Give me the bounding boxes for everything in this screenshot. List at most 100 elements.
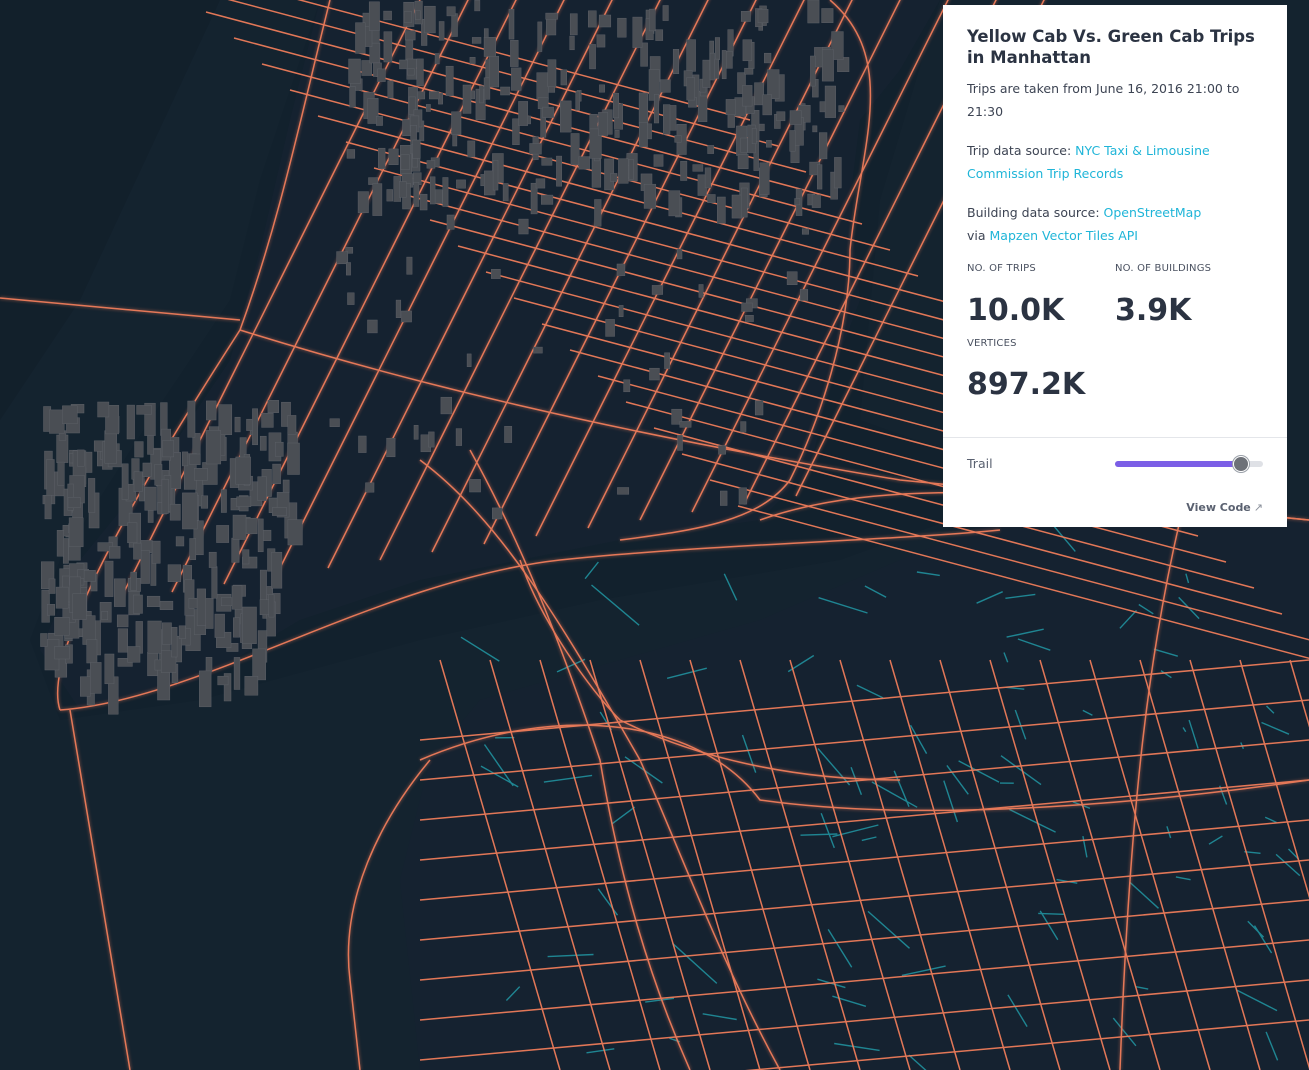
- street-trip-line: [289, 89, 891, 251]
- building-extrusion: [767, 69, 780, 100]
- building-extrusion: [737, 72, 746, 94]
- building-extrusion: [55, 586, 69, 609]
- building-extrusion: [287, 415, 297, 435]
- building-extrusion: [257, 518, 264, 553]
- green-cab-segment: [1261, 721, 1290, 735]
- building-extrusion: [377, 68, 386, 82]
- building-extrusion: [643, 183, 657, 209]
- building-extrusion: [740, 187, 748, 218]
- avenue-trip-line: [379, 0, 661, 561]
- building-extrusion: [838, 105, 845, 112]
- building-extrusion: [386, 189, 393, 202]
- building-extrusion: [704, 167, 712, 189]
- building-extrusion: [358, 435, 367, 453]
- building-extrusion: [142, 462, 152, 477]
- building-extrusion: [231, 585, 243, 610]
- building-extrusion: [214, 613, 225, 638]
- mapzen-link[interactable]: Mapzen Vector Tiles API: [989, 228, 1138, 243]
- building-extrusion: [659, 79, 671, 93]
- building-extrusion: [455, 428, 462, 446]
- building-extrusion: [178, 625, 186, 639]
- brooklyn-cross-line: [419, 739, 1309, 821]
- building-extrusion: [175, 536, 185, 547]
- avenue-trip-line: [691, 0, 949, 513]
- building-extrusion: [262, 529, 272, 541]
- building-extrusion: [161, 478, 169, 514]
- trip-time-description: Trips are taken from June 16, 2016 21:00…: [967, 81, 1240, 119]
- green-cab-segment: [1003, 652, 1009, 663]
- building-extrusion: [605, 319, 615, 337]
- building-extrusion: [707, 194, 716, 203]
- green-cab-segment: [909, 724, 928, 754]
- building-extrusion: [223, 673, 232, 702]
- building-extrusion: [807, 0, 820, 24]
- building-extrusion: [151, 540, 161, 564]
- building-extrusion: [386, 437, 396, 458]
- building-extrusion: [426, 160, 436, 169]
- building-extrusion: [257, 476, 267, 501]
- building-extrusion: [244, 676, 259, 696]
- green-cab-segment: [584, 561, 599, 580]
- building-extrusion: [819, 132, 828, 160]
- green-cab-segment: [1082, 709, 1093, 716]
- building-extrusion: [349, 86, 356, 108]
- building-data-source: Building data source: OpenStreetMap via M…: [967, 201, 1263, 247]
- building-extrusion: [762, 94, 772, 116]
- building-extrusion: [48, 578, 56, 594]
- green-cab-segment: [1000, 755, 1042, 786]
- building-extrusion: [46, 459, 55, 497]
- building-extrusion: [451, 111, 462, 135]
- stat-vertices-value: 897.2K: [967, 367, 1086, 402]
- green-cab-segment: [834, 1042, 880, 1052]
- building-extrusion: [610, 173, 618, 182]
- building-extrusion: [556, 155, 562, 187]
- building-extrusion: [541, 157, 553, 166]
- nyc-tlc-link[interactable]: NYC Taxi & Limousine Commission Trip Rec…: [967, 143, 1210, 181]
- building-extrusion: [653, 154, 664, 167]
- building-extrusion: [413, 181, 420, 207]
- building-extrusion: [200, 495, 209, 509]
- building-extrusion: [159, 600, 174, 610]
- building-extrusion: [714, 37, 720, 60]
- building-extrusion: [49, 409, 65, 434]
- building-extrusion: [114, 578, 126, 607]
- building-extrusion: [415, 10, 421, 21]
- openstreetmap-link[interactable]: OpenStreetMap: [1103, 205, 1202, 220]
- building-extrusion: [686, 77, 695, 101]
- building-extrusion: [147, 508, 154, 523]
- avenue-trip-line: [639, 0, 901, 521]
- view-code-link[interactable]: View Code ↗: [1186, 501, 1263, 514]
- building-extrusion: [109, 546, 121, 559]
- building-extrusion: [86, 639, 98, 664]
- stat-buildings-label: NO. OF BUILDINGS: [1115, 263, 1212, 274]
- building-extrusion: [193, 520, 204, 556]
- green-cab-segment: [645, 997, 675, 1003]
- stat-buildings: NO. OF BUILDINGS 3.9K: [1115, 263, 1263, 330]
- building-extrusion: [205, 430, 222, 465]
- green-cab-segment: [1014, 709, 1027, 740]
- building-extrusion: [757, 9, 769, 24]
- building-extrusion: [275, 441, 284, 457]
- major-route-line: [0, 297, 241, 321]
- building-extrusion: [408, 96, 416, 115]
- trail-slider[interactable]: [1115, 456, 1263, 472]
- building-extrusion: [56, 530, 64, 557]
- brooklyn-trip-line: [639, 659, 761, 1070]
- building-extrusion: [261, 412, 274, 428]
- trail-slider-thumb[interactable]: [1232, 456, 1249, 472]
- building-extrusion: [720, 490, 728, 506]
- green-cab-segment: [1208, 835, 1223, 845]
- building-extrusion: [182, 451, 189, 467]
- building-extrusion: [811, 194, 821, 208]
- building-extrusion: [395, 299, 402, 318]
- green-cab-segment: [856, 684, 884, 699]
- building-extrusion: [529, 143, 542, 155]
- building-extrusion: [101, 611, 108, 621]
- building-extrusion: [442, 177, 449, 207]
- brooklyn-trip-line: [539, 659, 661, 1070]
- street-trip-line: [429, 219, 1031, 381]
- green-cab-segment: [586, 1048, 615, 1054]
- building-extrusion: [471, 37, 482, 44]
- building-extrusion: [259, 435, 267, 451]
- building-extrusion: [744, 67, 754, 75]
